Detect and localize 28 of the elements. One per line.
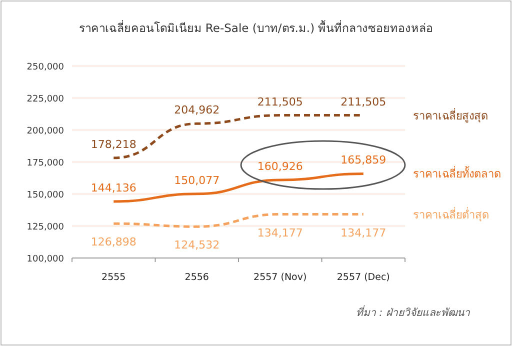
y-tick-label: 100,000 [26, 254, 64, 264]
data-label: 211,505 [257, 95, 303, 108]
y-tick-label: 125,000 [26, 222, 64, 232]
y-tick-label: 175,000 [26, 158, 64, 168]
data-label: 134,177 [340, 226, 386, 240]
data-label: 150,077 [174, 174, 220, 187]
data-label: 204,962 [174, 104, 220, 117]
x-tick-label: 2555 [102, 272, 126, 283]
x-tick-label: 2557 (Nov) [254, 272, 307, 283]
text: ราคาเฉลี่ยทั้งตลาด [413, 166, 501, 181]
data-label: 165,859 [340, 154, 386, 167]
y-tick-label: 225,000 [26, 94, 64, 104]
y-tick-label: 200,000 [26, 126, 64, 136]
y-tick-label: 250,000 [26, 62, 64, 72]
data-label: 160,926 [257, 160, 303, 174]
y-tick-label: 150,000 [26, 190, 64, 200]
text: ที่มา : ฝ่ายวิจัยและพัฒนา [356, 305, 471, 319]
text: ราคาเฉลี่ยต่ำสุด [413, 206, 489, 222]
x-tick-label: 2556 [184, 272, 209, 283]
text: ราคาเฉลี่ยสูงสุด [413, 107, 488, 122]
chart-title: ราคาเฉลี่ยคอนโดมิเนียม Re-Sale (บาท/ตร.ม.) พื้นที่กลางซอยทองหล่อ [78, 20, 434, 35]
data-label: 144,136 [90, 182, 136, 195]
data-label: 126,898 [90, 236, 136, 249]
data-label: 134,177 [257, 226, 303, 240]
data-label: 211,505 [340, 95, 386, 108]
data-label: 178,218 [90, 138, 136, 151]
x-tick-label: 2557 (Dec) [336, 272, 390, 283]
data-label: 124,532 [174, 238, 220, 252]
